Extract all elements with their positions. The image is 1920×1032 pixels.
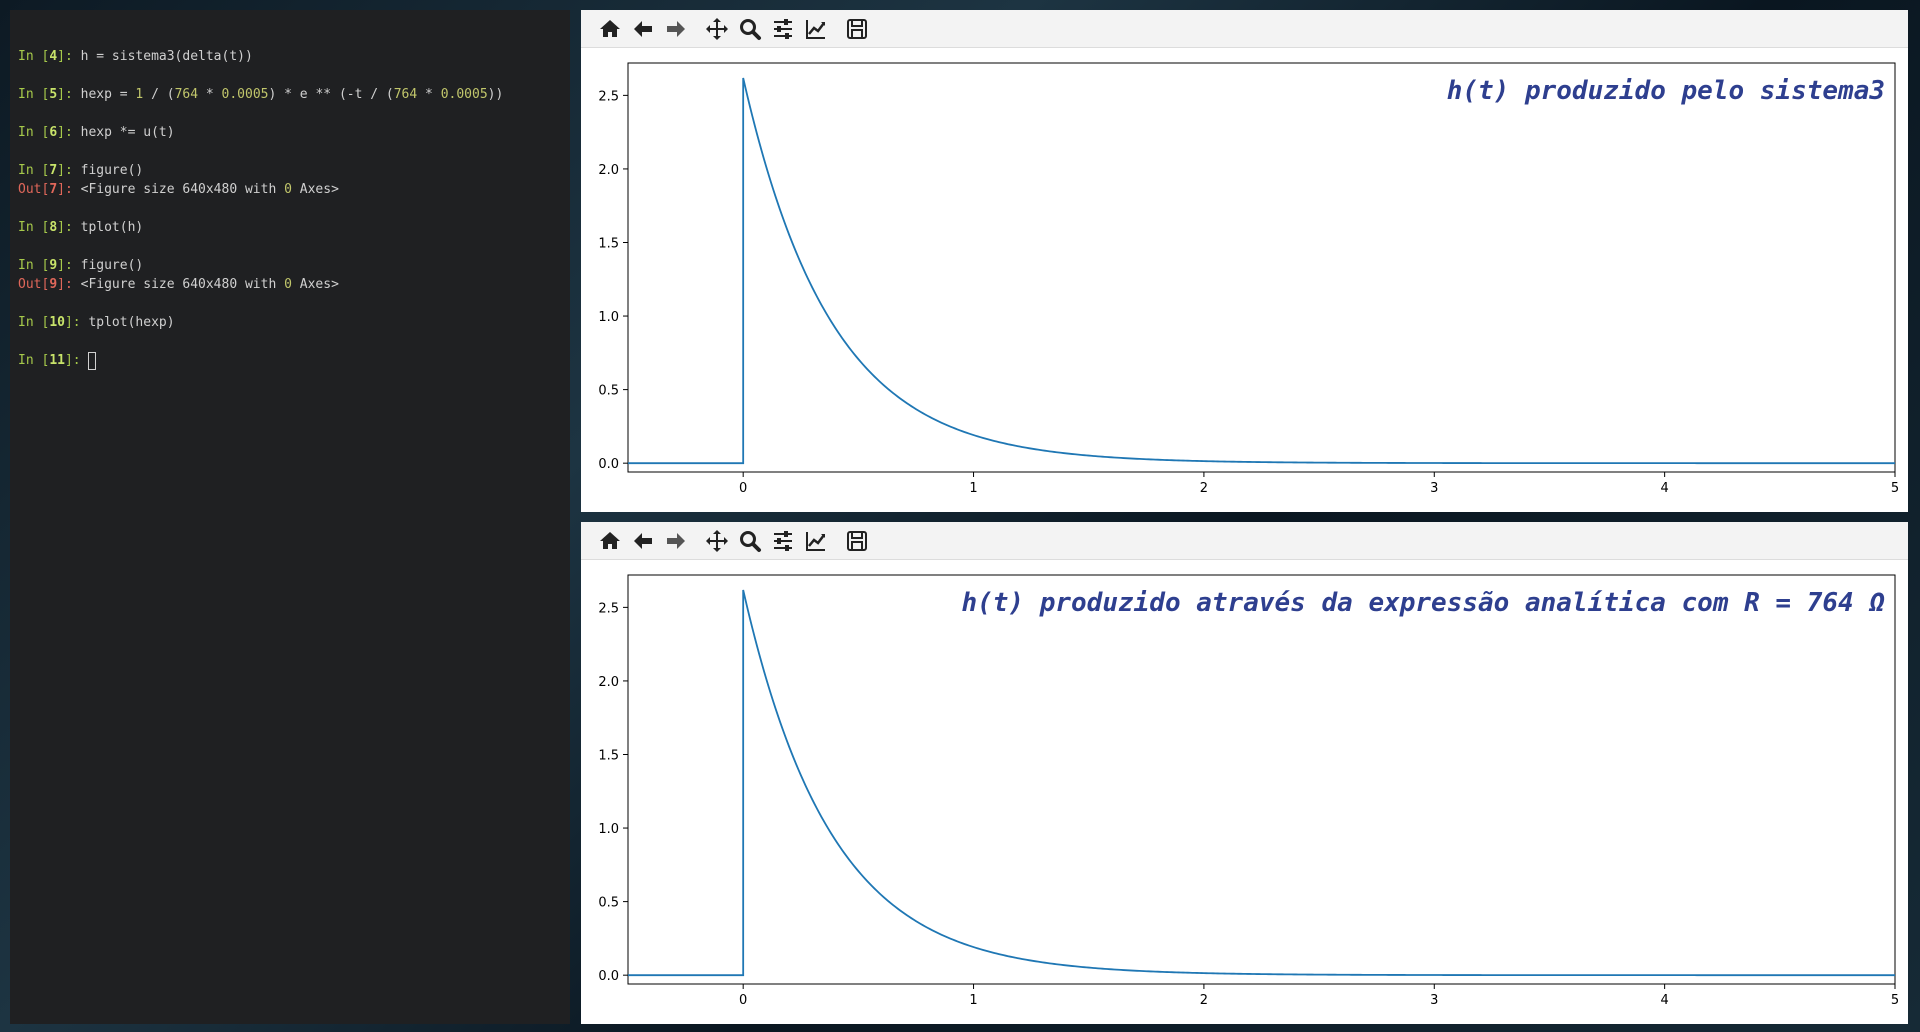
input-cell: In [5]: hexp = 1 / (764 * 0.0005) * e **…: [18, 85, 562, 104]
edit-axis-button[interactable]: [801, 526, 831, 556]
cell-code: hexp *= u(t): [80, 125, 175, 140]
save-icon: [847, 530, 867, 551]
home-button[interactable]: [595, 14, 625, 44]
cell-code: <Figure size 640x480 with 0 Axes>: [80, 277, 339, 292]
forward-icon: [667, 20, 685, 37]
chart-1: 0 1 2 3 4 5 0.0 0.5 1.0 1.5 2.0 2.5 h(t) produzido p…: [598, 62, 1899, 496]
axes-frame: [627, 574, 1896, 985]
forward-button[interactable]: [661, 14, 691, 44]
figure-window-1[interactable]: 0 1 2 3 4 5 0.0 0.5 1.0 1.5 2.0 2.5 h(t) produzido p…: [581, 10, 1908, 512]
zoom-button[interactable]: [735, 14, 765, 44]
x-tick-label: 0: [739, 481, 747, 496]
y-tick-label: 2.0: [598, 163, 619, 178]
input-cell: In [6]: hexp *= u(t): [18, 123, 562, 142]
save-button[interactable]: [842, 14, 872, 44]
pan-button[interactable]: [702, 14, 732, 44]
pan-icon: [706, 17, 728, 40]
input-cell: In [7]: figure(): [18, 161, 562, 180]
zoom-icon: [740, 18, 761, 40]
zoom-icon: [740, 530, 761, 552]
y-tick-label: 2.0: [598, 675, 619, 690]
matplotlib-toolbar: [581, 522, 1908, 560]
y-tick-label: 1.0: [598, 822, 619, 837]
forward-icon: [667, 532, 685, 549]
in-prompt: In [8]:: [18, 220, 81, 235]
zoom-button[interactable]: [735, 526, 765, 556]
chart-title: h(t) produzido pelo sistema3: [1447, 76, 1885, 106]
cell-code: h = sistema3(delta(t)): [80, 49, 253, 64]
x-tick-label: 0: [739, 993, 747, 1008]
y-tick-label: 2.5: [598, 601, 619, 616]
x-tick-label: 1: [969, 481, 977, 496]
text-cursor[interactable]: [88, 351, 97, 370]
output-cell: Out[9]: <Figure size 640x480 with 0 Axes…: [18, 275, 562, 294]
series-line: [628, 77, 1895, 465]
cell-code: tplot(hexp): [88, 315, 175, 330]
configure-subplots-button[interactable]: [768, 526, 798, 556]
axes-frame: [627, 62, 1896, 473]
x-tick-label: 5: [1891, 993, 1899, 1008]
matplotlib-toolbar: [581, 10, 1908, 48]
back-button[interactable]: [628, 526, 658, 556]
back-icon: [634, 532, 652, 549]
in-prompt: In [7]:: [18, 163, 81, 178]
in-prompt: In [6]:: [18, 125, 81, 140]
x-tick-label: 4: [1660, 993, 1668, 1008]
home-icon: [600, 19, 620, 37]
x-tick-label: 3: [1430, 993, 1438, 1008]
cell-code: <Figure size 640x480 with 0 Axes>: [80, 182, 339, 197]
y-tick-label: 0.5: [598, 384, 619, 399]
edit-axis-button[interactable]: [801, 14, 831, 44]
configure-subplots-button[interactable]: [768, 14, 798, 44]
cell-code: tplot(h): [80, 220, 144, 235]
cell-code: figure(): [80, 163, 144, 178]
input-cell: In [10]: tplot(hexp): [18, 313, 562, 332]
x-tick-label: 2: [1200, 481, 1208, 496]
in-prompt: In [11]:: [18, 353, 89, 368]
input-cell: In [8]: tplot(h): [18, 218, 562, 237]
y-tick-label: 1.0: [598, 310, 619, 325]
input-cell: In [4]: h = sistema3(delta(t)): [18, 47, 562, 66]
x-tick-label: 2: [1200, 993, 1208, 1008]
pan-button[interactable]: [702, 526, 732, 556]
input-cell: In [9]: figure(): [18, 256, 562, 275]
back-icon: [634, 20, 652, 37]
chart-2: 0 1 2 3 4 5 0.0 0.5 1.0 1.5 2.0 2.5 h(t) produzido a…: [598, 574, 1899, 1008]
back-button[interactable]: [628, 14, 658, 44]
pan-icon: [706, 529, 728, 552]
home-button[interactable]: [595, 526, 625, 556]
y-tick-label: 2.5: [598, 89, 619, 104]
cell-code: figure(): [80, 258, 144, 273]
x-tick-label: 4: [1660, 481, 1668, 496]
configure-subplots-icon: [774, 18, 792, 39]
in-prompt: In [10]:: [18, 315, 89, 330]
save-button[interactable]: [842, 526, 872, 556]
home-icon: [600, 531, 620, 549]
y-tick-label: 0.5: [598, 896, 619, 911]
figure-window-2[interactable]: 0 1 2 3 4 5 0.0 0.5 1.0 1.5 2.0 2.5 h(t) produzido a…: [581, 522, 1908, 1024]
edit-axis-icon: [806, 531, 825, 551]
x-tick-label: 5: [1891, 481, 1899, 496]
in-prompt: In [5]:: [18, 87, 81, 102]
save-icon: [847, 18, 867, 39]
y-tick-label: 0.0: [598, 969, 619, 984]
input-cell: In [11]:: [18, 351, 562, 370]
ipython-terminal[interactable]: In [4]: h = sistema3(delta(t)) In [5]: he…: [10, 10, 570, 1024]
in-prompt: In [9]:: [18, 258, 81, 273]
y-tick-label: 1.5: [598, 748, 619, 763]
output-cell: Out[7]: <Figure size 640x480 with 0 Axes…: [18, 180, 562, 199]
forward-button[interactable]: [661, 526, 691, 556]
y-tick-label: 1.5: [598, 236, 619, 251]
x-tick-label: 1: [969, 993, 977, 1008]
series-line: [628, 589, 1895, 977]
in-prompt: In [4]:: [18, 49, 81, 64]
edit-axis-icon: [806, 19, 825, 39]
chart-title: h(t) produzido através da expressão anal…: [961, 588, 1885, 618]
cell-code: hexp = 1 / (764 * 0.0005) * e ** (-t / (…: [80, 87, 504, 102]
y-tick-label: 0.0: [598, 457, 619, 472]
out-prompt: Out[9]:: [18, 277, 81, 292]
out-prompt: Out[7]:: [18, 182, 81, 197]
configure-subplots-icon: [774, 530, 792, 551]
x-tick-label: 3: [1430, 481, 1438, 496]
